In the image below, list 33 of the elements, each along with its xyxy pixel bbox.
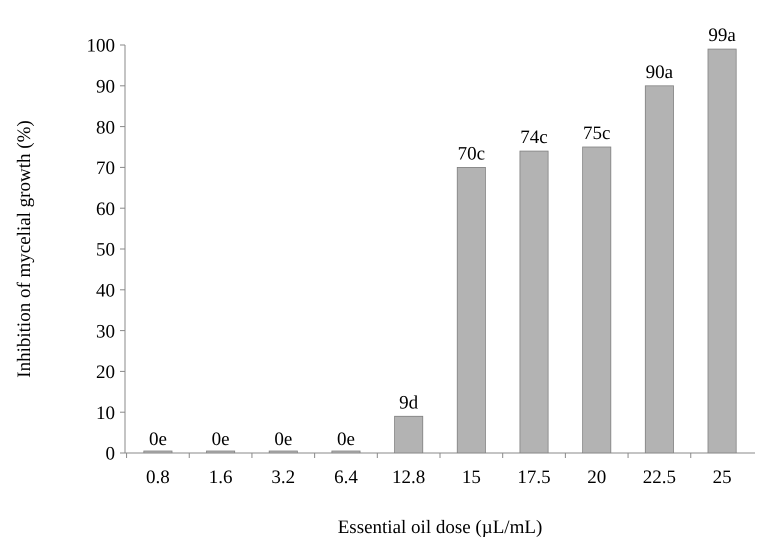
y-tick-label: 10: [96, 402, 115, 424]
x-tick-label: 20: [587, 467, 606, 488]
x-tick-label: 6.4: [334, 467, 358, 488]
x-tick-label: 15: [462, 467, 481, 488]
y-tick-label: 30: [96, 321, 115, 342]
data-label: 0e: [212, 429, 230, 450]
x-tick-label: 0.8: [146, 467, 170, 488]
x-tick-label: 12.8: [392, 467, 426, 488]
data-label: 90a: [646, 62, 674, 83]
y-tick-label: 0: [106, 444, 115, 465]
y-tick-label: 90: [96, 76, 115, 98]
data-label: 0e: [148, 429, 167, 450]
x-tick-label: 25: [712, 467, 732, 488]
y-tick-label: 20: [96, 362, 115, 384]
data-label: 0e: [337, 429, 355, 450]
data-label: 74c: [520, 127, 548, 148]
x-tick-label: 22.5: [642, 467, 676, 488]
y-tick-label: 80: [96, 117, 115, 138]
x-tick-label: 1.6: [208, 467, 232, 488]
x-axis-title: Essential oil dose (µL/mL): [338, 517, 542, 538]
y-tick-label: 40: [96, 280, 115, 302]
y-tick-label: 70: [96, 158, 115, 180]
data-label: 0e: [274, 429, 292, 450]
data-label: 9d: [399, 392, 419, 414]
y-tick-label: 50: [96, 240, 115, 261]
data-label: 70c: [458, 143, 486, 164]
data-label: 75c: [583, 123, 610, 144]
x-tick-label: 3.2: [271, 467, 296, 488]
y-tick-label: 60: [96, 198, 115, 220]
x-tick-label: 17.5: [517, 467, 551, 488]
data-label: 99a: [708, 25, 736, 46]
y-tick-label: 100: [86, 36, 115, 57]
y-axis-title: Inhibition of mycelial growth (%): [14, 120, 35, 378]
